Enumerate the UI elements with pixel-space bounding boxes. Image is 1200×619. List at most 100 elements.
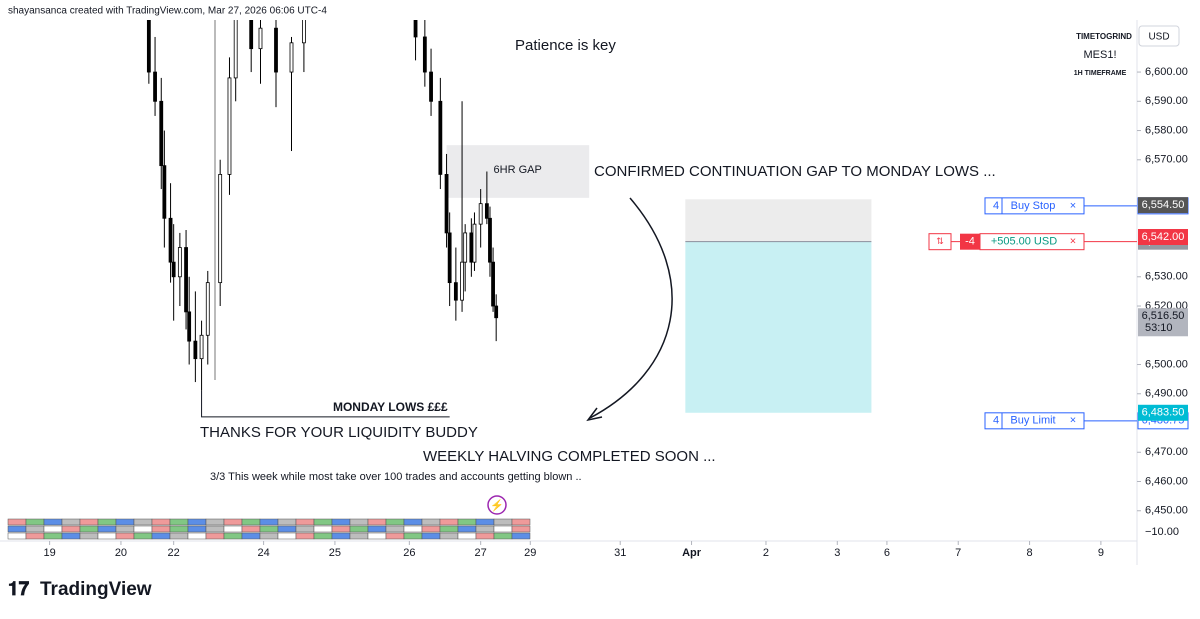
annotation: 3/3 This week while most take over 100 t…: [210, 471, 582, 483]
session-cell: [97, 518, 117, 526]
order-label: Buy Limit: [1010, 415, 1055, 427]
session-cell: [187, 532, 207, 540]
stop-zone: [685, 199, 872, 242]
session-cell: [277, 518, 297, 526]
last-price-box: [1138, 308, 1188, 337]
session-cell: [475, 518, 495, 526]
session-cell: [241, 518, 261, 526]
header-credit: shayansanca created with TradingView.com…: [8, 6, 327, 17]
session-cell: [511, 518, 531, 526]
candle-body: [438, 100, 443, 175]
logo-mark: 𝟏𝟕: [8, 579, 30, 600]
session-cell: [169, 525, 189, 533]
session-cell: [43, 525, 63, 533]
candle-body: [491, 261, 495, 307]
x-tick-label: 8: [1027, 547, 1033, 559]
session-cell: [151, 518, 171, 526]
ticker: MES1!: [1083, 49, 1116, 61]
session-cell: [385, 518, 405, 526]
session-cell: [133, 518, 153, 526]
session-cell: [475, 525, 495, 533]
session-cell: [331, 525, 351, 533]
session-cell: [367, 525, 387, 533]
x-tick-label: 6: [884, 547, 890, 559]
currency: USD: [1148, 32, 1169, 43]
arrow-head: [586, 407, 603, 422]
session-cell: [457, 518, 477, 526]
session-cell: [7, 525, 27, 533]
y-tick-label: 6,530.00: [1145, 271, 1188, 283]
x-tick-label: 2: [763, 547, 769, 559]
footer-brand: TradingView: [40, 579, 152, 600]
gap-label: 6HR GAP: [494, 164, 542, 176]
plot: [146, 20, 590, 391]
candle-body: [177, 247, 182, 278]
session-cell: [241, 525, 261, 533]
session-cell: [25, 525, 45, 533]
order-label: Buy Stop: [1011, 200, 1056, 212]
price-label: 6,483.50: [1142, 407, 1185, 419]
session-cell: [43, 532, 63, 540]
session-cell: [223, 532, 243, 540]
session-cell: [151, 532, 171, 540]
session-cell: [493, 525, 513, 533]
candle-body: [472, 223, 477, 263]
session-cell: [259, 525, 279, 533]
candle-body: [168, 217, 173, 263]
currency-button[interactable]: [1138, 25, 1180, 47]
x-tick-label: 26: [403, 547, 415, 559]
candle-body: [484, 203, 489, 219]
session-cell: [61, 532, 81, 540]
session-cell: [25, 518, 45, 526]
x-tick-label: 19: [43, 547, 55, 559]
session-cell: [7, 518, 27, 526]
session-cell: [367, 518, 387, 526]
session-cell: [403, 518, 423, 526]
session-cell: [187, 518, 207, 526]
session-cell: [331, 518, 351, 526]
event-icon[interactable]: [487, 495, 507, 515]
x-tick-label: 27: [475, 547, 487, 559]
y-tick-label: 6,470.00: [1145, 446, 1188, 458]
x-tick-label: 31: [614, 547, 626, 559]
session-cell: [205, 518, 225, 526]
session-cell: [97, 532, 117, 540]
session-cell: [7, 532, 27, 540]
session-cell: [241, 532, 261, 540]
curved-arrow: [589, 197, 673, 419]
x-tick-label: 22: [168, 547, 180, 559]
session-cell: [385, 532, 405, 540]
price-label-box: [1138, 197, 1188, 214]
session-cell: [133, 532, 153, 540]
session-cell: [439, 518, 459, 526]
candle-body: [193, 340, 198, 360]
session-cell: [421, 532, 441, 540]
session-strip: [7, 518, 531, 540]
session-cell: [313, 532, 333, 540]
order-box: [984, 412, 1085, 430]
candle-body: [469, 232, 474, 263]
target-zone: [685, 241, 872, 413]
session-cell: [187, 525, 207, 533]
session-cell: [313, 525, 333, 533]
candle-body: [460, 261, 464, 301]
order-qty: 4: [993, 200, 999, 212]
session-cell: [169, 532, 189, 540]
price-label: 6,554.50: [1142, 199, 1185, 211]
candle-body: [233, 20, 238, 79]
session-cell: [205, 532, 225, 540]
event-icon-glyph: ⚡: [490, 499, 504, 512]
session-cell: [259, 518, 279, 526]
order-qty: 4: [993, 415, 999, 427]
session-cell: [511, 525, 531, 533]
session-cell: [61, 518, 81, 526]
session-cell: [223, 525, 243, 533]
author: TIMETOGRIND: [1076, 32, 1132, 41]
candle-body: [413, 20, 418, 38]
session-cell: [79, 532, 99, 540]
reverse-button[interactable]: [928, 233, 952, 251]
session-cell: [295, 518, 315, 526]
reverse-glyph: ⇅: [936, 236, 944, 246]
session-cell: [349, 518, 369, 526]
